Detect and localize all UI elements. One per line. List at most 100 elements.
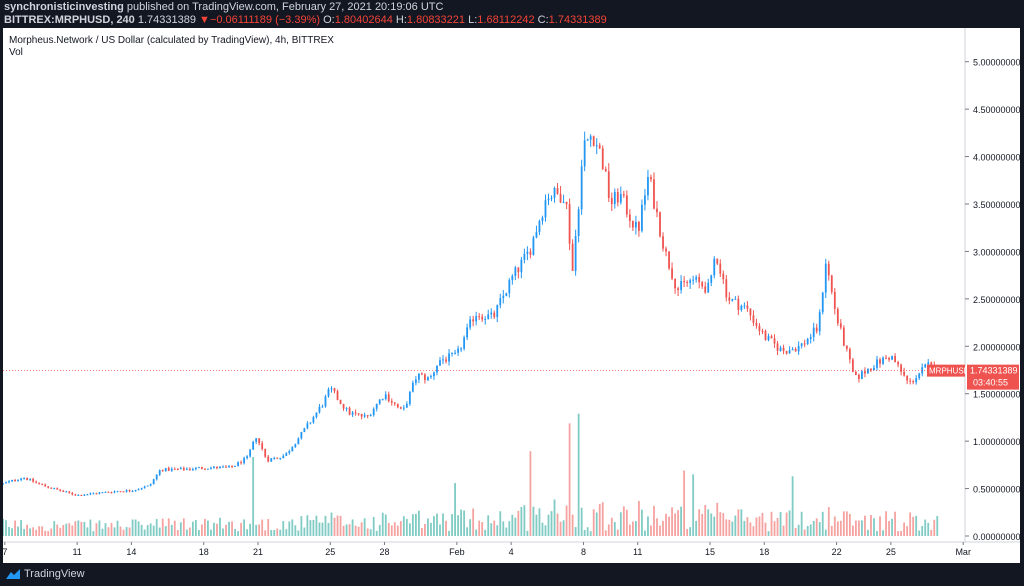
volume-bar <box>321 522 324 536</box>
candle <box>921 363 924 377</box>
candle-body <box>427 377 429 381</box>
symbol-badge: MRPHUSD <box>929 367 970 376</box>
candle-body <box>653 179 655 209</box>
candle-body <box>607 171 610 198</box>
candle-body <box>728 297 731 301</box>
candle-body <box>490 312 493 315</box>
candle <box>264 448 267 459</box>
candle <box>396 403 399 409</box>
volume-bar <box>812 520 815 536</box>
volume-bar <box>481 522 484 536</box>
candle <box>134 489 137 492</box>
candle <box>427 376 429 382</box>
candle <box>59 489 62 492</box>
candle-body <box>613 191 616 205</box>
candle <box>433 371 435 380</box>
candle-body <box>897 362 899 365</box>
candle <box>131 490 134 493</box>
candle <box>95 492 98 495</box>
tradingview-brand[interactable]: TradingView <box>24 568 85 580</box>
candle <box>785 350 788 355</box>
candle-body <box>683 281 686 283</box>
chart-canvas[interactable]: 5.00000000 4.50000000 4.00000000 3.50000000… <box>3 28 1020 563</box>
candle-body <box>128 490 131 492</box>
volume-bar <box>574 527 577 536</box>
volume-bar <box>119 526 122 536</box>
candle <box>399 406 402 410</box>
time-tick-label: 15 <box>705 547 715 557</box>
candle-body <box>924 364 927 368</box>
tradingview-logo-icon[interactable] <box>5 568 21 580</box>
price-axis[interactable]: 5.00000000 4.50000000 4.00000000 3.50000000… <box>965 58 1020 542</box>
volume-bar <box>44 530 47 536</box>
candle-body <box>363 415 366 417</box>
candle <box>41 483 44 486</box>
candle-body <box>836 308 839 324</box>
volume-bar <box>86 527 89 536</box>
volume-bar <box>95 523 98 536</box>
candle-body <box>3 483 4 485</box>
candle-body <box>216 466 218 469</box>
candle <box>505 292 508 297</box>
volume-bar <box>541 522 544 536</box>
candle <box>436 365 438 376</box>
candle <box>728 291 731 305</box>
volume-bar <box>689 527 692 536</box>
candle-body <box>405 403 408 408</box>
volume-bar <box>827 507 830 536</box>
candle-body <box>411 382 414 392</box>
candle <box>755 318 758 329</box>
candle <box>47 486 50 489</box>
candle-body <box>204 468 206 470</box>
time-axis[interactable]: 7 11 14 18 21 25 28 Feb 4 8 11 15 18 22 25 Mar <box>3 542 971 557</box>
volume-bar <box>225 524 227 536</box>
volume-bar <box>393 522 396 536</box>
candle-body <box>565 202 568 205</box>
candle-body <box>243 458 246 464</box>
candle <box>300 431 303 440</box>
candle <box>14 478 16 482</box>
candle <box>101 492 104 494</box>
candle-body <box>348 407 351 415</box>
volume-bar <box>68 523 71 536</box>
candle-body <box>152 479 155 485</box>
candle-body <box>47 486 50 488</box>
volume-bar <box>900 531 903 536</box>
candle-body <box>357 413 360 415</box>
candle <box>182 466 185 472</box>
volume-bar <box>276 528 279 536</box>
volume-bar <box>909 512 912 536</box>
candle-body <box>110 492 113 494</box>
volume-bar <box>152 525 155 536</box>
volume-bar <box>185 529 188 536</box>
volume-bar <box>80 521 83 536</box>
candle-body <box>113 491 116 493</box>
candle-body <box>315 412 318 418</box>
chart-area[interactable]: 5.00000000 4.50000000 4.00000000 3.50000000… <box>3 28 1020 563</box>
candle-body <box>891 356 893 360</box>
candle <box>644 189 646 211</box>
candle-body <box>698 277 701 283</box>
candle-body <box>396 403 399 408</box>
author-name[interactable]: synchronisticinvesting <box>4 1 124 13</box>
candle <box>466 323 469 341</box>
volume-bar <box>197 530 200 536</box>
candle-body <box>773 338 776 344</box>
candle <box>152 478 155 485</box>
volume-bar <box>342 525 345 536</box>
candle-body <box>297 438 300 445</box>
volume-bar <box>764 522 767 536</box>
candle <box>568 198 571 251</box>
volume-bar <box>351 519 354 536</box>
candle-body <box>851 359 854 372</box>
candle <box>197 466 200 469</box>
volume-bar <box>384 514 387 536</box>
candle-body <box>402 407 405 409</box>
volume-bar <box>297 530 300 536</box>
volume-bar <box>360 522 363 536</box>
time-tick-label: 25 <box>325 547 335 557</box>
volume-bar <box>240 522 242 536</box>
volume-bar <box>595 512 598 536</box>
candle-body <box>17 479 19 481</box>
candle-body <box>336 391 339 400</box>
